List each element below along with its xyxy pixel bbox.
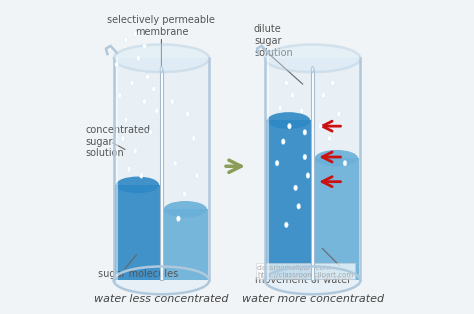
Bar (265, 58, 360, 280)
Ellipse shape (186, 111, 190, 116)
Ellipse shape (303, 154, 307, 160)
Text: selectively permeable
membrane: selectively permeable membrane (108, 15, 215, 37)
Ellipse shape (143, 43, 146, 49)
Bar (115, 185, 160, 280)
Ellipse shape (297, 203, 301, 209)
Ellipse shape (149, 130, 153, 135)
Ellipse shape (294, 185, 298, 191)
Ellipse shape (195, 173, 199, 178)
Ellipse shape (146, 74, 149, 79)
Ellipse shape (139, 173, 143, 178)
Ellipse shape (278, 105, 282, 111)
Text: sugar molecules: sugar molecules (98, 269, 178, 279)
Ellipse shape (124, 117, 128, 123)
Ellipse shape (284, 222, 288, 228)
Ellipse shape (300, 108, 304, 113)
Ellipse shape (114, 267, 209, 294)
Ellipse shape (133, 148, 137, 154)
Bar (163, 209, 208, 280)
Ellipse shape (267, 112, 310, 129)
Ellipse shape (192, 136, 196, 141)
Text: water less concentrated: water less concentrated (94, 294, 228, 304)
Ellipse shape (288, 123, 292, 129)
Ellipse shape (130, 80, 134, 86)
Ellipse shape (155, 108, 159, 113)
Bar (311, 69, 314, 280)
Ellipse shape (275, 160, 279, 166)
Ellipse shape (182, 191, 186, 197)
Ellipse shape (143, 99, 146, 104)
Ellipse shape (164, 201, 207, 218)
Ellipse shape (282, 139, 285, 144)
Ellipse shape (291, 93, 294, 98)
Ellipse shape (133, 31, 137, 36)
Ellipse shape (114, 44, 209, 72)
Bar (160, 69, 163, 280)
Ellipse shape (116, 176, 159, 193)
Ellipse shape (319, 123, 322, 129)
Bar (114, 58, 209, 280)
Ellipse shape (173, 160, 177, 166)
Ellipse shape (170, 99, 174, 104)
Ellipse shape (127, 166, 131, 172)
Ellipse shape (343, 160, 347, 166)
Ellipse shape (265, 44, 360, 72)
Ellipse shape (321, 93, 325, 98)
Ellipse shape (337, 111, 341, 116)
Ellipse shape (311, 67, 314, 72)
Ellipse shape (118, 93, 122, 98)
Ellipse shape (137, 56, 140, 61)
Text: classroomclipart.com
http://classroomclipart.com: classroomclipart.com http://classroomcli… (257, 265, 353, 278)
Ellipse shape (315, 150, 358, 166)
Bar (314, 158, 359, 280)
Text: concentrated
sugar
solution: concentrated sugar solution (86, 125, 151, 158)
Ellipse shape (328, 136, 331, 141)
Ellipse shape (121, 136, 125, 141)
Ellipse shape (265, 267, 360, 294)
Text: movement of water: movement of water (255, 275, 351, 285)
Ellipse shape (115, 62, 118, 67)
Bar (266, 121, 311, 280)
Ellipse shape (160, 67, 163, 72)
Ellipse shape (176, 216, 180, 221)
Text: dilute
sugar
solution: dilute sugar solution (254, 24, 293, 57)
Ellipse shape (124, 37, 128, 43)
Ellipse shape (303, 130, 307, 135)
Ellipse shape (152, 86, 155, 92)
Ellipse shape (306, 173, 310, 178)
Ellipse shape (284, 80, 288, 86)
Ellipse shape (331, 80, 335, 86)
Text: water more concentrated: water more concentrated (242, 294, 383, 304)
